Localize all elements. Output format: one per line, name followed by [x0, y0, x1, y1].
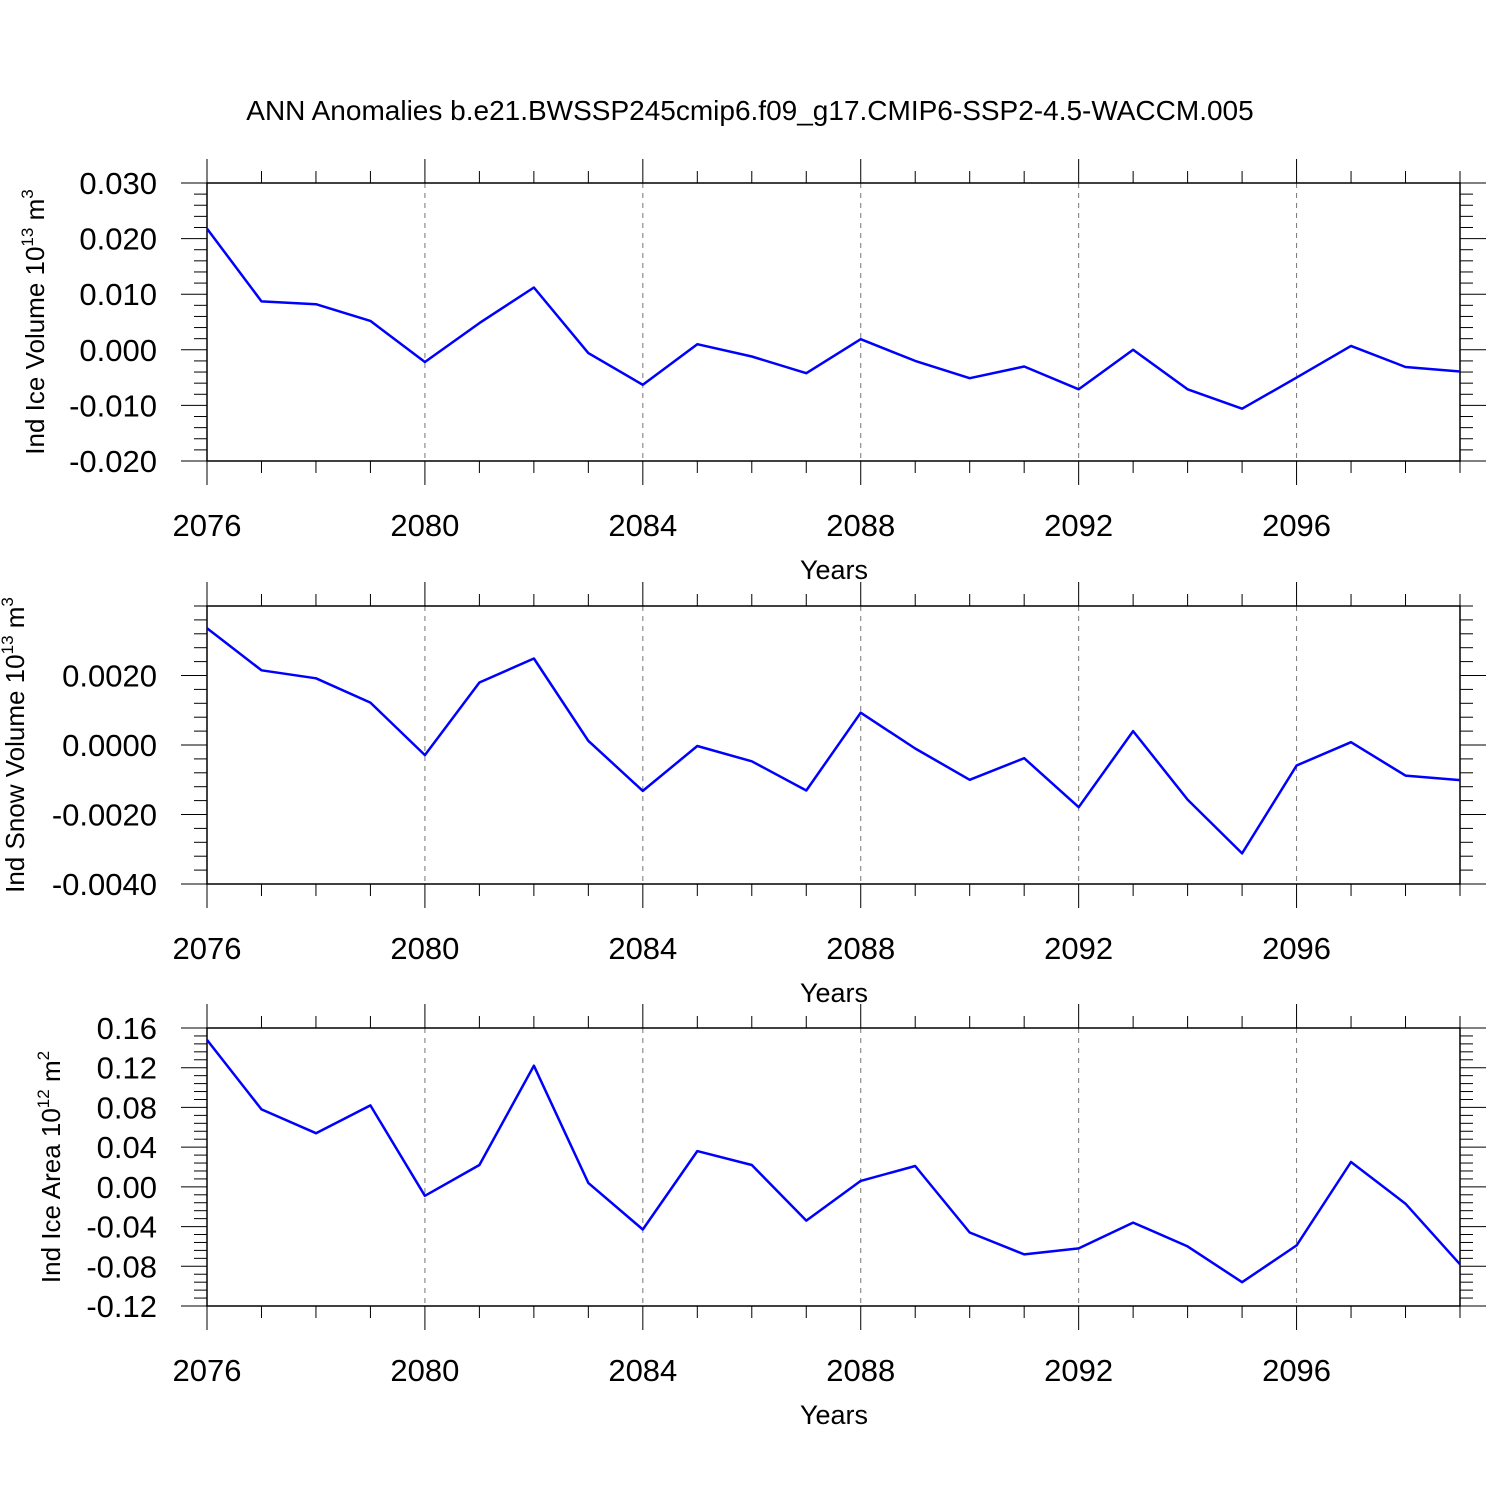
x-tick-label: 2092: [1044, 508, 1113, 543]
chart-panel-2: -0.0040 -0.0020 0.0000 0.0020 2076 2080 2084 20…: [0, 582, 1486, 1008]
x-tick-label: 2092: [1044, 931, 1113, 966]
x-tick-label: 2084: [608, 508, 677, 543]
y-axis-label-exponent: 13: [0, 635, 17, 654]
figure-title: ANN Anomalies b.e21.BWSSP245cmip6.f09_g1…: [246, 95, 1253, 126]
y-tick-label: 0.12: [97, 1051, 157, 1086]
x-tick-label: 2088: [826, 931, 895, 966]
y-axis-label: Ind Ice Volume 1013 m3: [18, 189, 50, 454]
y-tick-label: -0.0040: [52, 867, 157, 902]
x-axis-label: Years: [800, 978, 868, 1008]
y-tick-label: -0.010: [69, 388, 157, 423]
y-axis-label-exponent: 12: [34, 1089, 53, 1108]
y-axis-label-unit: m: [20, 199, 50, 228]
x-tick-label: 2084: [608, 1353, 677, 1388]
x-tick-label: 2080: [390, 508, 459, 543]
y-tick-label: 0.00: [97, 1170, 157, 1205]
y-axis-label-main: Ind Ice Volume 10: [20, 247, 50, 455]
y-axis-label-unit: m: [36, 1060, 66, 1089]
x-tick-label: 2080: [390, 1353, 459, 1388]
y-axis-label-main: Ind Ice Area 10: [36, 1108, 66, 1283]
x-tick-label: 2096: [1262, 1353, 1331, 1388]
y-tick-label: 0.04: [97, 1130, 157, 1165]
x-tick-label: 2076: [173, 508, 242, 543]
chart-panel-3: -0.12 -0.08 -0.04 0.00 0.04 0.08 0.12 0.16 2076 2…: [34, 1004, 1486, 1430]
plot-frame: [206, 1027, 1461, 1307]
series-line: [206, 627, 1461, 855]
series-line: [206, 1039, 1461, 1284]
y-axis-label-unit-exponent: 3: [0, 597, 17, 606]
y-tick-label: 0.16: [97, 1011, 157, 1046]
x-tick-label: 2096: [1262, 931, 1331, 966]
series-line: [205, 227, 1461, 410]
x-tick-label: 2076: [173, 1353, 242, 1388]
x-axis-label: Years: [800, 555, 868, 585]
x-tick-label: 2088: [826, 1353, 895, 1388]
y-tick-label: 0.020: [79, 222, 157, 257]
x-tick-label: 2084: [608, 931, 677, 966]
y-axis-label-exponent: 13: [18, 228, 37, 247]
y-tick-label: -0.08: [86, 1249, 157, 1284]
y-axis-label-unit-exponent: 2: [34, 1051, 53, 1060]
y-axis-label: Ind Snow Volume 1013 m3: [0, 597, 30, 893]
y-axis-label-main: Ind Snow Volume 10: [0, 654, 30, 893]
x-axis-label: Years: [800, 1400, 868, 1430]
y-tick-label: 0.0000: [62, 728, 157, 763]
x-tick-label: 2088: [826, 508, 895, 543]
y-tick-label: 0.0020: [62, 659, 157, 694]
y-axis-label: Ind Ice Area 1012 m2: [34, 1051, 66, 1283]
y-tick-label: -0.0020: [52, 798, 157, 833]
x-tick-label: 2076: [173, 931, 242, 966]
y-tick-label: -0.12: [86, 1289, 157, 1324]
plot-frame: [206, 182, 1461, 462]
plot-frame: [206, 605, 1461, 885]
y-axis-label-unit: m: [0, 607, 30, 636]
y-tick-label: 0.010: [79, 277, 157, 312]
y-tick-label: -0.04: [86, 1210, 157, 1245]
y-tick-label: 0.000: [79, 333, 157, 368]
y-tick-label: 0.08: [97, 1090, 157, 1125]
y-tick-label: 0.030: [79, 166, 157, 201]
chart-panel-1: -0.020 -0.010 0.000 0.010 0.020 0.030 2076 2080…: [18, 159, 1486, 585]
x-tick-label: 2096: [1262, 508, 1331, 543]
x-tick-label: 2092: [1044, 1353, 1113, 1388]
y-tick-label: -0.020: [69, 444, 157, 479]
y-axis-label-unit-exponent: 3: [18, 189, 37, 198]
x-tick-label: 2080: [390, 931, 459, 966]
